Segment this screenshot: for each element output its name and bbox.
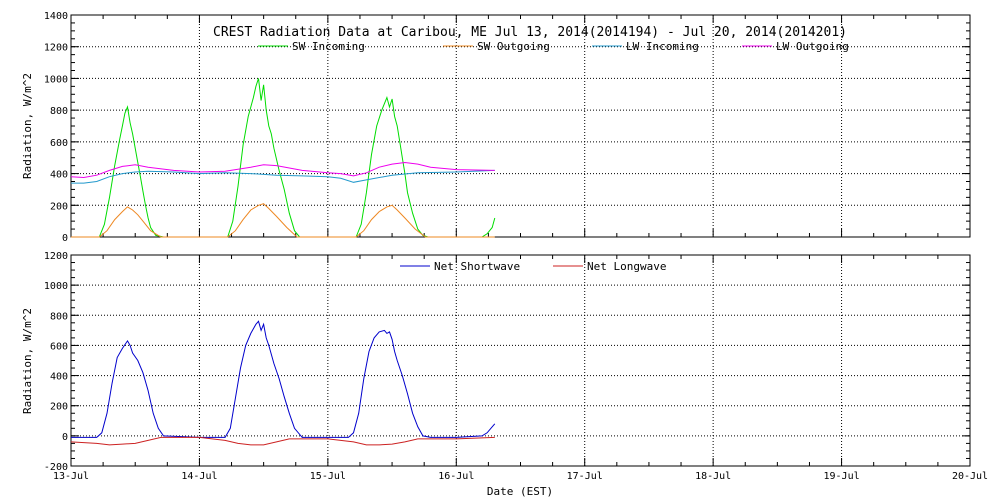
bottom-y-axis-title: Radiation, W/m^2	[21, 308, 34, 414]
top-y-tick-label: 400	[50, 170, 68, 181]
bottom-legend-label: Net Longwave	[587, 260, 666, 273]
top-series-lw-incoming	[71, 169, 495, 184]
top-series-lw-outgoing	[70, 161, 495, 179]
top-legend-label: SW Outgoing	[477, 40, 550, 53]
top-series-sw-outgoing	[71, 203, 495, 238]
top-panel: CREST Radiation Data at Caribou, ME Jul …	[21, 11, 971, 244]
bottom-y-tick-label: 1200	[44, 251, 68, 262]
bottom-series-net-shortwave	[71, 320, 496, 438]
bottom-panel: Radiation, W/m^2 Date (EST) -200 0 200 400 6…	[21, 251, 988, 498]
top-legend-label: LW Incoming	[626, 40, 699, 53]
x-tick-label: 20-Jul	[952, 471, 988, 482]
x-tick-label: 18-Jul	[695, 471, 731, 482]
top-y-tick-label: 0	[62, 233, 68, 244]
bottom-y-tick-label: -200	[44, 462, 68, 473]
x-tick-label: 14-Jul	[181, 471, 217, 482]
bottom-y-tick-label: 800	[50, 311, 68, 322]
bottom-series-net-longwave	[70, 436, 495, 446]
bottom-y-tick-label: 200	[50, 402, 68, 413]
bottom-y-tick-label: 0	[62, 432, 68, 443]
top-y-tick-label: 200	[50, 201, 68, 212]
bottom-y-tick-label: 1000	[44, 281, 68, 292]
x-tick-label: 15-Jul	[310, 471, 346, 482]
x-axis-title: Date (EST)	[487, 485, 553, 498]
top-legend-label: SW Incoming	[292, 40, 365, 53]
top-y-tick-label: 800	[50, 106, 68, 117]
bottom-y-tick-label: 600	[50, 341, 68, 352]
top-y-axis-title: Radiation, W/m^2	[21, 73, 34, 179]
x-tick-label: 19-Jul	[824, 471, 860, 482]
top-y-tick-label: 600	[50, 138, 68, 149]
chart-title: CREST Radiation Data at Caribou, ME Jul …	[213, 25, 847, 40]
x-tick-label: 13-Jul	[53, 471, 89, 482]
top-y-tick-label: 1400	[44, 11, 68, 22]
top-y-tick-label: 1200	[44, 43, 68, 54]
bottom-y-tick-label: 400	[50, 372, 68, 383]
bottom-legend-label: Net Shortwave	[434, 260, 520, 273]
top-legend-label: LW Outgoing	[776, 40, 849, 53]
x-tick-label: 16-Jul	[438, 471, 474, 482]
x-tick-label: 17-Jul	[567, 471, 603, 482]
top-y-tick-label: 1000	[44, 74, 68, 85]
